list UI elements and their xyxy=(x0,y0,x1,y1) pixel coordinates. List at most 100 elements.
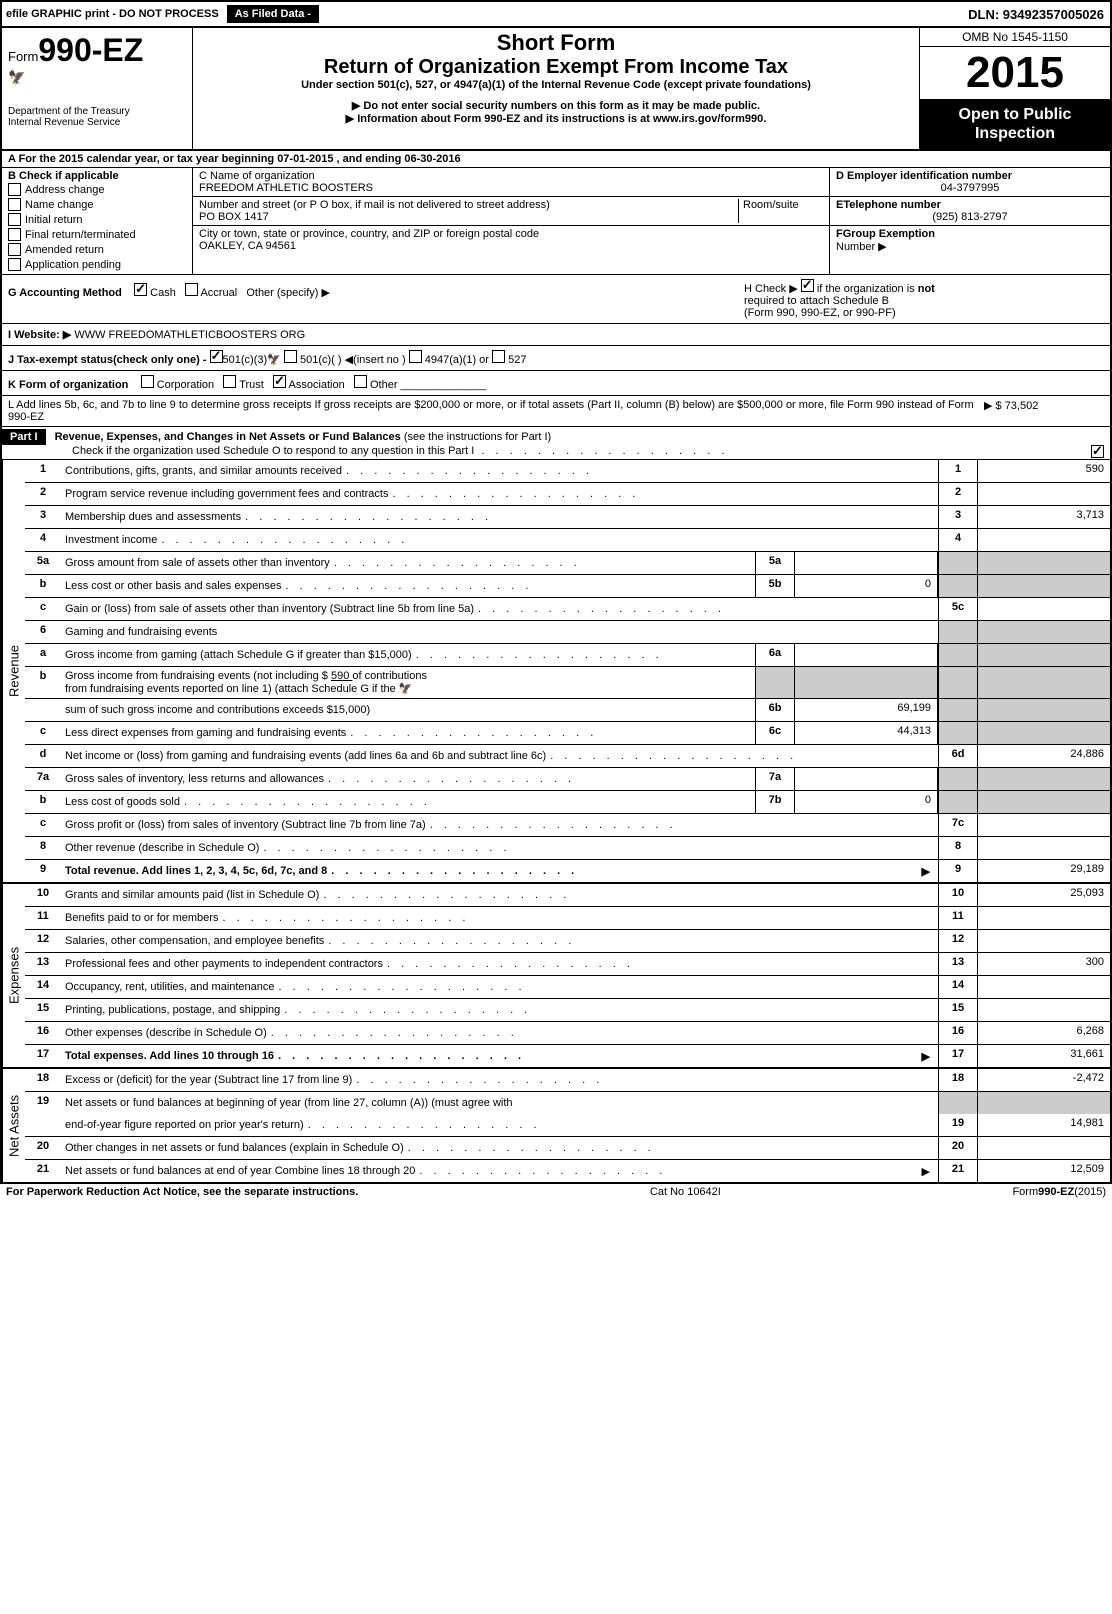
sub-num: 6a xyxy=(755,644,795,666)
line-num: 15 xyxy=(25,999,61,1021)
dln: DLN: 93492357005026 xyxy=(968,7,1110,22)
addr: PO BOX 1417 xyxy=(199,211,738,223)
sub-val: 0 xyxy=(795,575,938,597)
line-17: 17Total expenses. Add lines 10 through 1… xyxy=(25,1045,1110,1067)
line-num: b xyxy=(25,575,61,597)
line-16: 16Other expenses (describe in Schedule O… xyxy=(25,1022,1110,1045)
line-num: 3 xyxy=(25,506,61,528)
line-num: 13 xyxy=(25,953,61,975)
line-13: 13Professional fees and other payments t… xyxy=(25,953,1110,976)
check-cash[interactable] xyxy=(134,283,147,296)
irs-link[interactable]: www.irs.gov/form990 xyxy=(653,113,763,125)
line-desc: Investment income. . . . . . . . . . . .… xyxy=(61,529,938,551)
footer: For Paperwork Reduction Act Notice, see … xyxy=(0,1184,1112,1200)
line-num: c xyxy=(25,814,61,836)
end-num: 16 xyxy=(938,1022,977,1044)
warning-info: ▶ Information about Form 990-EZ and its … xyxy=(201,112,911,125)
line-desc: Net income or (loss) from gaming and fun… xyxy=(61,745,938,767)
end-val: -2,472 xyxy=(977,1069,1110,1091)
check-501c[interactable] xyxy=(284,350,297,363)
line-desc: sum of such gross income and contributio… xyxy=(61,699,755,721)
check-other[interactable] xyxy=(354,375,367,388)
form-header: Form990-EZ 🦅 Department of the Treasury … xyxy=(0,28,1112,151)
line-num: c xyxy=(25,598,61,620)
sub-num: 6c xyxy=(755,722,795,744)
line-desc: Gain or (loss) from sale of assets other… xyxy=(61,598,938,620)
check-initial[interactable] xyxy=(8,213,21,226)
check-4947[interactable] xyxy=(409,350,422,363)
end-num: 7c xyxy=(938,814,977,836)
line-d: dNet income or (loss) from gaming and fu… xyxy=(25,745,1110,768)
end-val: 25,093 xyxy=(977,884,1110,906)
check-501c3[interactable] xyxy=(210,350,223,363)
end-num: 8 xyxy=(938,837,977,859)
line-c: cGain or (loss) from sale of assets othe… xyxy=(25,598,1110,621)
eagle-icon: 🦅 xyxy=(8,69,186,86)
end-val xyxy=(977,483,1110,505)
end-val: 3,713 xyxy=(977,506,1110,528)
line-a: aGross income from gaming (attach Schedu… xyxy=(25,644,1110,667)
end-num: 2 xyxy=(938,483,977,505)
check-corp[interactable] xyxy=(141,375,154,388)
line-desc: Less cost or other basis and sales expen… xyxy=(61,575,755,597)
end-val xyxy=(977,976,1110,998)
line-num: 18 xyxy=(25,1069,61,1091)
website: WWW FREEDOMATHLETICBOOSTERS ORG xyxy=(74,329,305,341)
footer-left: For Paperwork Reduction Act Notice, see … xyxy=(6,1186,358,1198)
end-val xyxy=(977,907,1110,929)
line-11: 11Benefits paid to or for members. . . .… xyxy=(25,907,1110,930)
line-19: end-of-year figure reported on prior yea… xyxy=(25,1114,1110,1137)
sub-num: 7b xyxy=(755,791,795,813)
line-num: 17 xyxy=(25,1045,61,1067)
col-b-head: B Check if applicable xyxy=(8,170,186,182)
line-num: 10 xyxy=(25,884,61,906)
revenue-section: Revenue 1Contributions, gifts, grants, a… xyxy=(0,460,1112,884)
footer-mid: Cat No 10642I xyxy=(650,1186,721,1198)
line-14: 14Occupancy, rent, utilities, and mainte… xyxy=(25,976,1110,999)
org-info-row: B Check if applicable Address change Nam… xyxy=(0,168,1112,275)
dept-treasury: Department of the Treasury xyxy=(8,106,186,117)
line-desc: Gross income from fundraising events (no… xyxy=(61,667,755,698)
line-desc: Total expenses. Add lines 10 through 16.… xyxy=(61,1045,938,1067)
city-label: City or town, state or province, country… xyxy=(199,228,823,240)
sub-num: 5a xyxy=(755,552,795,574)
return-title: Return of Organization Exempt From Incom… xyxy=(201,56,911,79)
row-k: K Form of organization Corporation Trust… xyxy=(0,371,1112,396)
end-num: 20 xyxy=(938,1137,977,1159)
as-filed-badge: As Filed Data - xyxy=(227,5,319,23)
org-name: FREEDOM ATHLETIC BOOSTERS xyxy=(199,182,823,194)
line-num: 2 xyxy=(25,483,61,505)
end-num: 18 xyxy=(938,1069,977,1091)
line-18: 18Excess or (deficit) for the year (Subt… xyxy=(25,1069,1110,1092)
line-desc: Benefits paid to or for members. . . . .… xyxy=(61,907,938,929)
row-a: A For the 2015 calendar year, or tax yea… xyxy=(0,151,1112,168)
line-num: 4 xyxy=(25,529,61,551)
check-h[interactable] xyxy=(801,279,814,292)
check-amended[interactable] xyxy=(8,243,21,256)
line-desc: Other revenue (describe in Schedule O). … xyxy=(61,837,938,859)
check-527[interactable] xyxy=(492,350,505,363)
check-name[interactable] xyxy=(8,198,21,211)
check-assoc[interactable] xyxy=(273,375,286,388)
check-accrual[interactable] xyxy=(185,283,198,296)
check-pending[interactable] xyxy=(8,258,21,271)
side-netassets: Net Assets xyxy=(2,1069,25,1182)
line-desc: Membership dues and assessments. . . . .… xyxy=(61,506,938,528)
line-desc: Professional fees and other payments to … xyxy=(61,953,938,975)
line-desc: Net assets or fund balances at beginning… xyxy=(61,1092,938,1114)
line-desc: Gross sales of inventory, less returns a… xyxy=(61,768,755,790)
end-val: 590 xyxy=(977,460,1110,482)
line-num: d xyxy=(25,745,61,767)
sub-num: 5b xyxy=(755,575,795,597)
short-form-title: Short Form xyxy=(201,30,911,56)
row-j: J Tax-exempt status(check only one) - 50… xyxy=(0,346,1112,371)
end-num: 3 xyxy=(938,506,977,528)
line-desc: Gross income from gaming (attach Schedul… xyxy=(61,644,755,666)
end-val xyxy=(977,814,1110,836)
check-scho[interactable] xyxy=(1091,445,1104,458)
line-desc: Gross profit or (loss) from sales of inv… xyxy=(61,814,938,836)
end-val: 12,509 xyxy=(977,1160,1110,1182)
check-final[interactable] xyxy=(8,228,21,241)
check-trust[interactable] xyxy=(223,375,236,388)
check-address[interactable] xyxy=(8,183,21,196)
